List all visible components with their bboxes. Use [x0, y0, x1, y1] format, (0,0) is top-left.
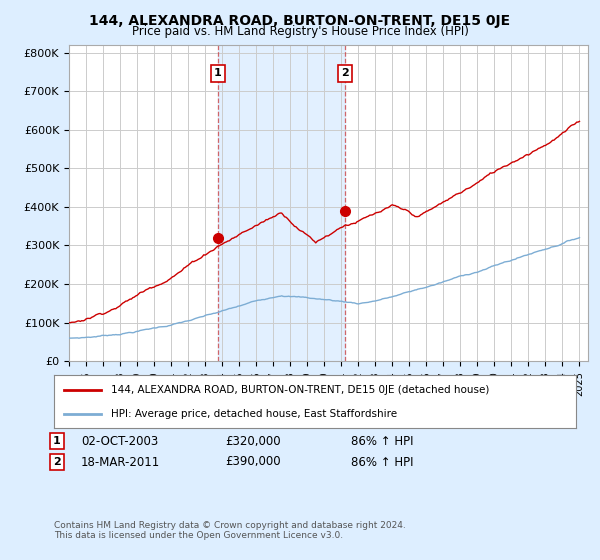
Text: 1: 1	[53, 436, 61, 446]
Text: 2: 2	[341, 68, 349, 78]
Text: 144, ALEXANDRA ROAD, BURTON-ON-TRENT, DE15 0JE (detached house): 144, ALEXANDRA ROAD, BURTON-ON-TRENT, DE…	[112, 385, 490, 395]
Text: 1: 1	[214, 68, 222, 78]
Text: 2: 2	[53, 457, 61, 467]
Text: HPI: Average price, detached house, East Staffordshire: HPI: Average price, detached house, East…	[112, 408, 398, 418]
Text: £390,000: £390,000	[225, 455, 281, 469]
Text: £320,000: £320,000	[225, 435, 281, 448]
Text: 86% ↑ HPI: 86% ↑ HPI	[351, 435, 413, 448]
Text: Price paid vs. HM Land Registry's House Price Index (HPI): Price paid vs. HM Land Registry's House …	[131, 25, 469, 38]
Text: 18-MAR-2011: 18-MAR-2011	[81, 455, 160, 469]
Text: Contains HM Land Registry data © Crown copyright and database right 2024.
This d: Contains HM Land Registry data © Crown c…	[54, 521, 406, 540]
Bar	[218, 45, 345, 361]
Text: 02-OCT-2003: 02-OCT-2003	[81, 435, 158, 448]
Text: 86% ↑ HPI: 86% ↑ HPI	[351, 455, 413, 469]
Text: 144, ALEXANDRA ROAD, BURTON-ON-TRENT, DE15 0JE: 144, ALEXANDRA ROAD, BURTON-ON-TRENT, DE…	[89, 14, 511, 28]
